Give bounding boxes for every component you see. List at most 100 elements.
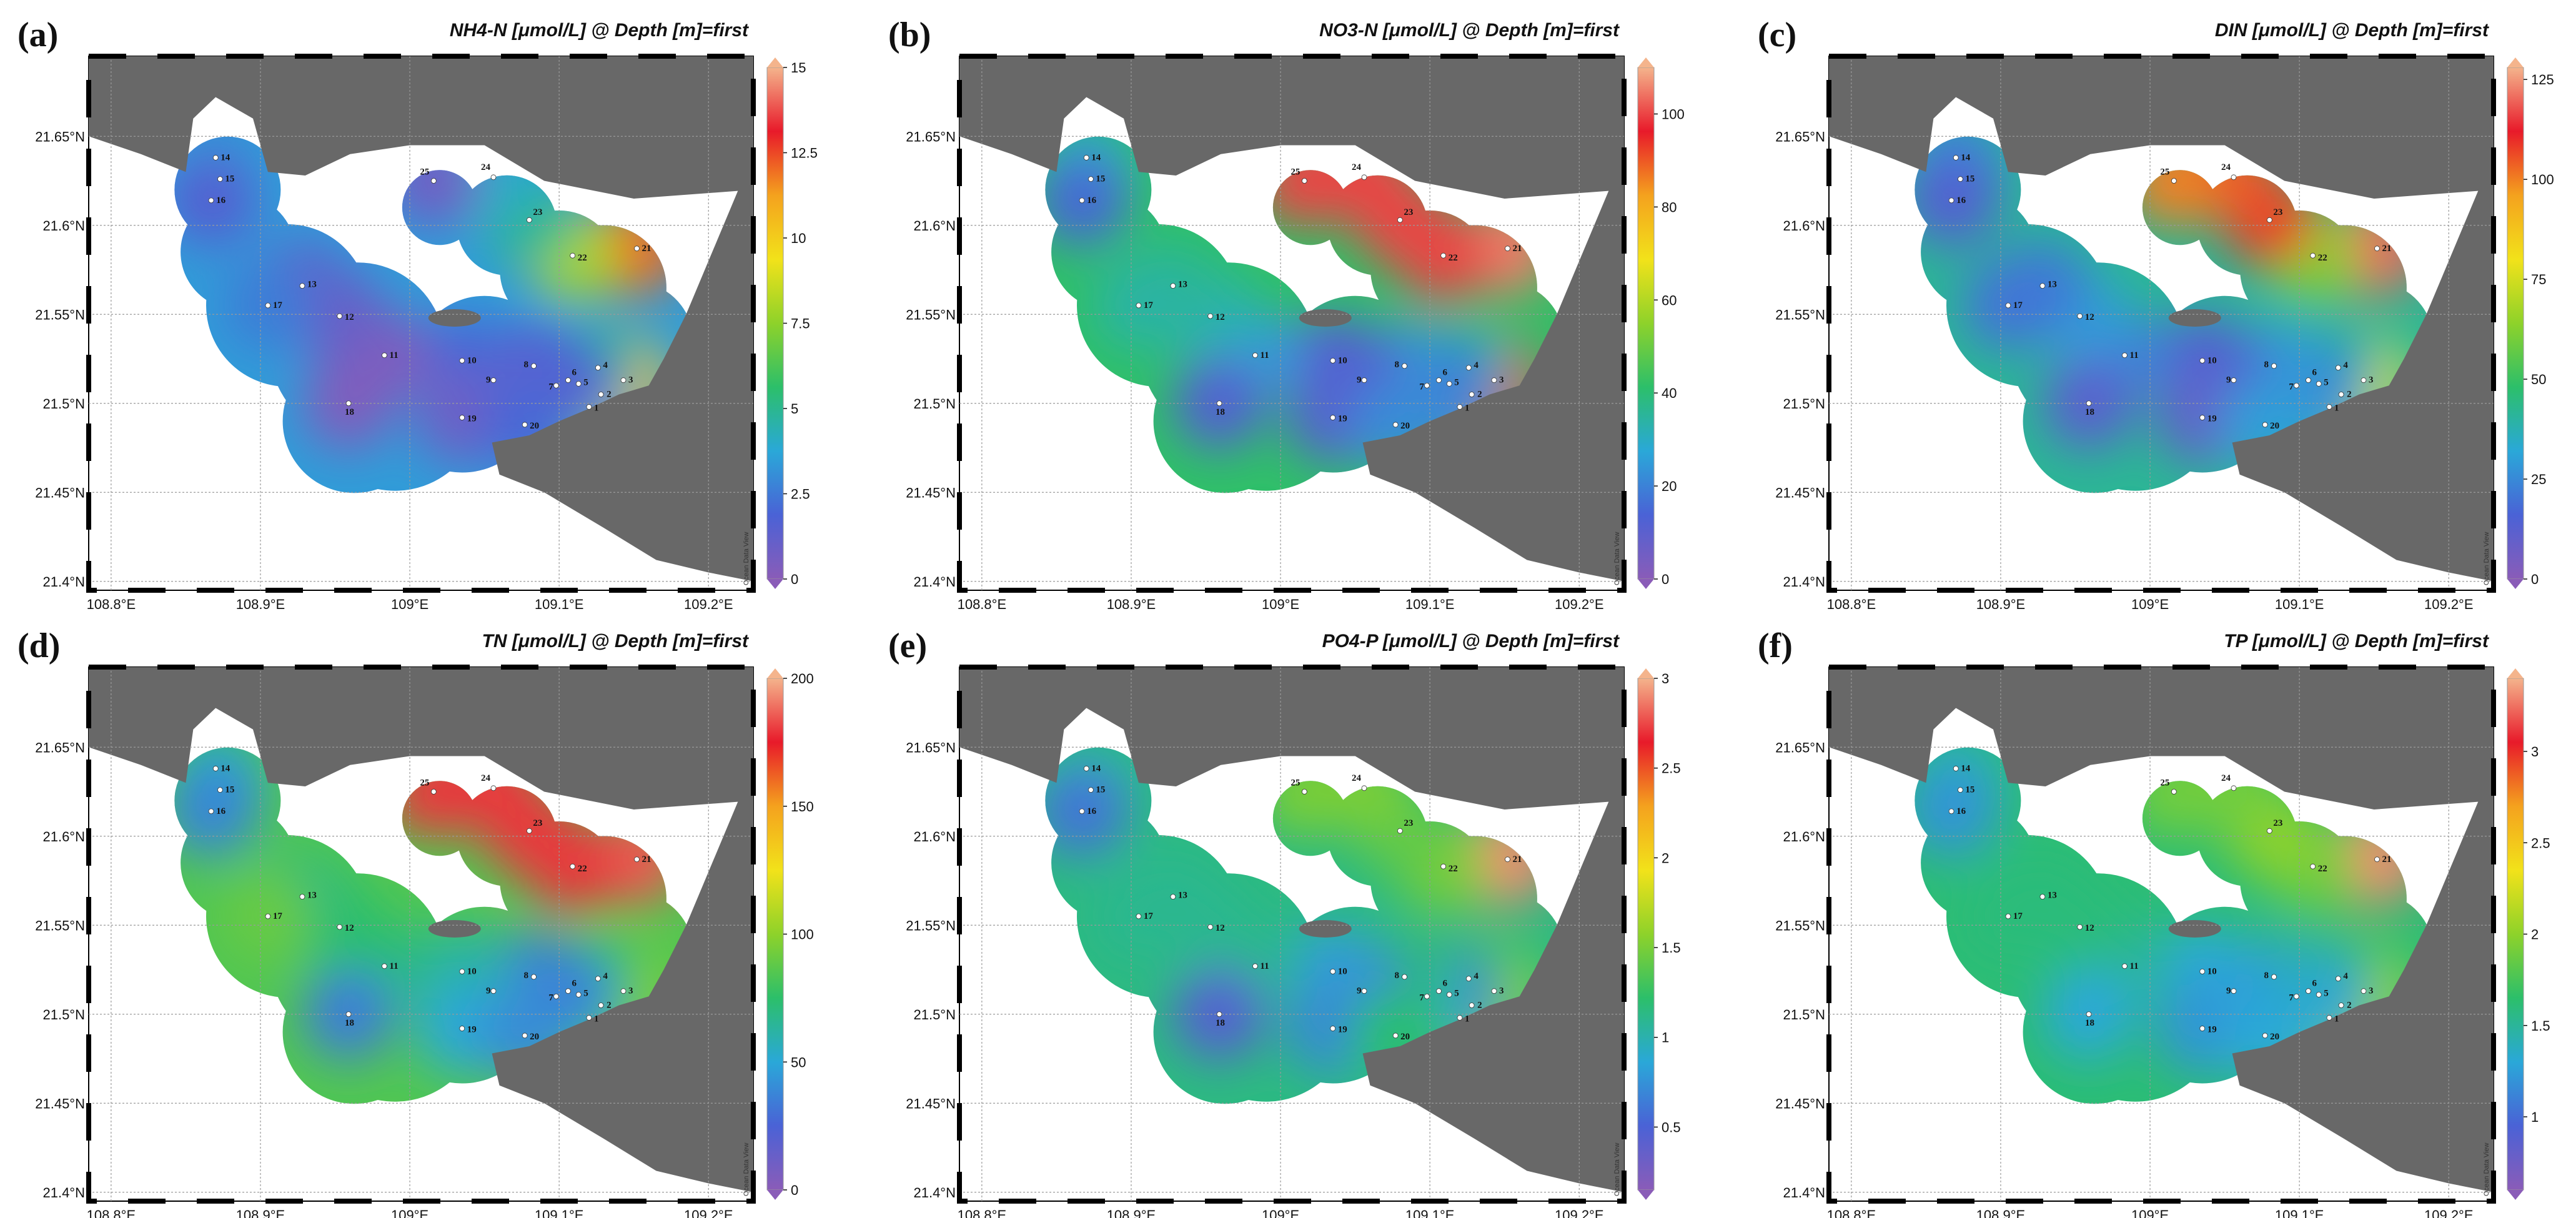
station-marker xyxy=(2361,377,2367,384)
panel-title: NH4-N [μmol/L] @ Depth [m]=first xyxy=(450,20,750,41)
station-label: 2 xyxy=(1477,390,1482,400)
station-marker xyxy=(1457,404,1463,410)
y-tick-label: 21.4°N xyxy=(42,574,85,590)
stations: 1234567891011121314151617181920212223242… xyxy=(1948,152,2392,431)
colorbar-tick-label: 0 xyxy=(791,572,798,587)
y-tick-label: 21.4°N xyxy=(913,1185,956,1201)
panel-d: (d) TN [μmol/L] @ Depth [m]=first 108.8°E 1… xyxy=(17,626,814,1218)
station-label: 24 xyxy=(481,773,491,783)
colorbar-tick-label: 1 xyxy=(2531,1109,2539,1125)
station-marker xyxy=(1207,924,1214,930)
station-label: 16 xyxy=(216,196,226,205)
station-label: 14 xyxy=(1091,152,1101,162)
panel-letter: (d) xyxy=(17,626,60,665)
station-label: 14 xyxy=(1961,763,1971,773)
colorbar-tick-label: 7.5 xyxy=(791,316,810,332)
panel-title: NO3-N [μmol/L] @ Depth [m]=first xyxy=(1319,20,1620,41)
y-tick-label: 21.55°N xyxy=(906,307,956,322)
station-label: 6 xyxy=(572,979,577,989)
station-marker xyxy=(337,924,343,930)
station-marker xyxy=(2335,365,2341,371)
station-marker xyxy=(2335,976,2341,982)
station-label: 13 xyxy=(1178,280,1187,290)
land-southeast xyxy=(1362,154,1624,582)
station-label: 8 xyxy=(524,971,529,981)
frame-border xyxy=(86,665,756,1204)
station-label: 4 xyxy=(2343,971,2348,981)
y-tick-label: 21.65°N xyxy=(35,129,85,144)
station-marker xyxy=(1446,381,1452,387)
station-label: 7 xyxy=(1419,382,1424,392)
colorbar-tick-label: 12.5 xyxy=(791,146,818,161)
station-label: 18 xyxy=(2085,1018,2094,1028)
x-tick-label: 108.8°E xyxy=(958,597,1007,612)
y-tick-label: 21.65°N xyxy=(1775,740,1825,755)
station-marker xyxy=(2326,404,2332,410)
y-tick-label: 21.4°N xyxy=(1783,574,1825,590)
station-marker xyxy=(2306,377,2311,384)
station-label: 23 xyxy=(1404,207,1413,217)
y-tick-label: 21.5°N xyxy=(42,396,85,412)
land-island xyxy=(2168,919,2221,938)
station-marker xyxy=(1948,197,1954,204)
colorbar-min-triangle xyxy=(767,1190,783,1200)
station-marker xyxy=(1083,155,1089,161)
station-marker xyxy=(1424,993,1430,999)
station-label: 25 xyxy=(420,167,429,177)
x-tick-label: 109.1°E xyxy=(2275,1207,2324,1218)
y-tick-label: 21.6°N xyxy=(913,829,956,844)
station-label: 11 xyxy=(1260,961,1269,971)
y-tick-label: 21.6°N xyxy=(42,829,85,844)
station-label: 23 xyxy=(2273,818,2282,828)
station-label: 25 xyxy=(2160,778,2169,788)
station-marker xyxy=(1958,176,1963,182)
station-marker xyxy=(634,856,640,863)
land-island xyxy=(261,132,274,141)
station-marker xyxy=(2077,924,2083,930)
station-label: 9 xyxy=(1357,986,1362,996)
x-tick-label: 108.8°E xyxy=(87,1207,136,1218)
land-southeast xyxy=(2232,765,2494,1192)
frame-border xyxy=(86,54,756,593)
colorbar-tick-label: 25 xyxy=(2531,472,2546,487)
y-tick-label: 21.4°N xyxy=(42,1185,85,1201)
station-label: 8 xyxy=(1395,360,1400,370)
x-tick-label: 109°E xyxy=(391,597,429,612)
station-label: 22 xyxy=(1449,253,1458,263)
colorbar-tick-label: 60 xyxy=(1662,292,1677,308)
station-marker xyxy=(595,365,601,371)
colorbar-tick-label: 50 xyxy=(791,1054,806,1070)
panel-title: DIN [μmol/L] @ Depth [m]=first xyxy=(2215,20,2490,41)
colorbar-tick-label: 20 xyxy=(1662,478,1677,494)
colorbar-tick-label: 1 xyxy=(1662,1030,1669,1046)
station-marker xyxy=(1361,988,1367,994)
station-marker xyxy=(2316,992,2322,998)
station-label: 15 xyxy=(225,174,234,184)
station-marker xyxy=(382,352,387,359)
station-label: 22 xyxy=(578,253,587,263)
station-label: 21 xyxy=(2382,854,2392,864)
colorbar-tick-label: 200 xyxy=(791,671,814,686)
station-label: 6 xyxy=(1443,979,1448,989)
y-tick-label: 21.6°N xyxy=(1783,829,1825,844)
watermark: Ocean Data View xyxy=(1613,1143,1621,1196)
y-tick-label: 21.65°N xyxy=(35,740,85,755)
frame-border xyxy=(1826,665,2496,1204)
station-label: 25 xyxy=(420,778,429,788)
station-label: 5 xyxy=(583,377,588,387)
station-label: 13 xyxy=(2048,280,2057,290)
station-label: 4 xyxy=(2343,360,2348,370)
station-label: 11 xyxy=(389,961,398,971)
colorbar-tick-label: 0.5 xyxy=(1662,1119,1681,1135)
station-label: 24 xyxy=(481,162,491,172)
x-tick-label: 109.2°E xyxy=(1555,1207,1604,1218)
y-tick-label: 21.6°N xyxy=(42,218,85,234)
station-marker xyxy=(1446,992,1452,998)
station-label: 12 xyxy=(2085,923,2094,933)
colorbar-tick-label: 75 xyxy=(2531,272,2546,287)
station-marker xyxy=(1436,377,1442,384)
station-marker xyxy=(2122,352,2128,359)
colorbar-tick-label: 125 xyxy=(2531,72,2554,87)
station-label: 20 xyxy=(1400,1032,1410,1042)
watermark: Ocean Data View xyxy=(2483,532,2490,585)
